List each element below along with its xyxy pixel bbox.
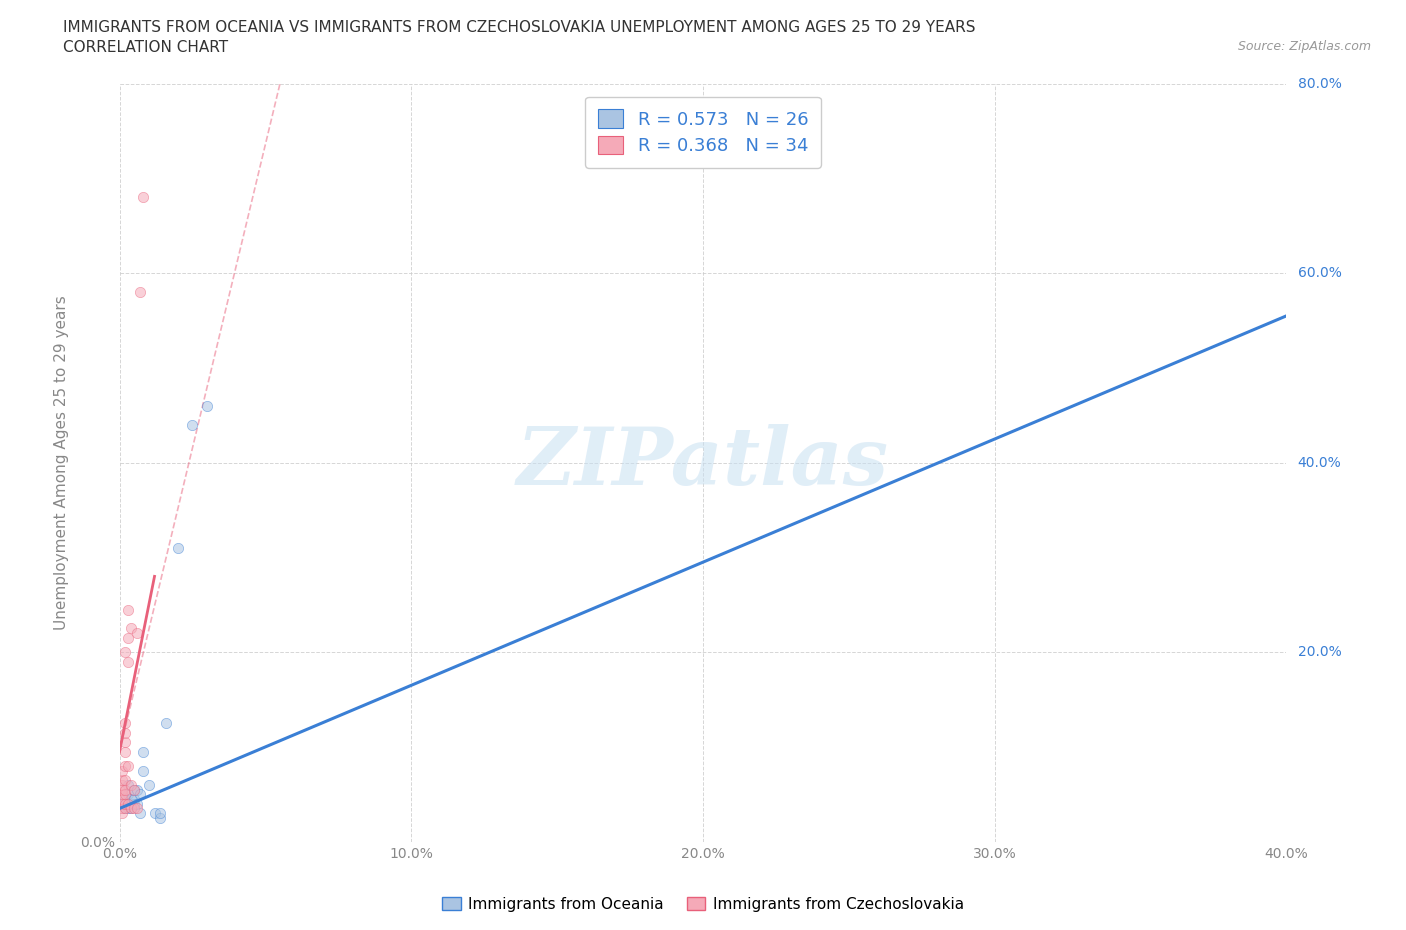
Text: Source: ZipAtlas.com: Source: ZipAtlas.com xyxy=(1237,40,1371,53)
Point xyxy=(117,796,139,811)
Point xyxy=(129,285,152,299)
Point xyxy=(125,796,148,811)
Point xyxy=(114,801,136,816)
Text: 20.0%: 20.0% xyxy=(1298,645,1341,659)
Point xyxy=(111,764,134,778)
Point xyxy=(125,626,148,641)
Legend: Immigrants from Oceania, Immigrants from Czechoslovakia: Immigrants from Oceania, Immigrants from… xyxy=(436,890,970,918)
Text: 40.0%: 40.0% xyxy=(1298,456,1341,470)
Point xyxy=(166,540,188,555)
Point xyxy=(129,805,152,820)
Point xyxy=(155,716,177,731)
Point xyxy=(120,801,142,816)
Point xyxy=(111,782,134,797)
Point xyxy=(132,764,155,778)
Point xyxy=(125,782,148,797)
Point xyxy=(149,811,172,826)
Point xyxy=(114,801,136,816)
Point xyxy=(117,796,139,811)
Point xyxy=(117,777,139,792)
Y-axis label: Unemployment Among Ages 25 to 29 years: Unemployment Among Ages 25 to 29 years xyxy=(53,296,69,630)
Point xyxy=(114,716,136,731)
Point xyxy=(114,744,136,759)
Point xyxy=(114,787,136,802)
Point xyxy=(111,777,134,792)
Point xyxy=(114,725,136,740)
Point xyxy=(111,773,134,788)
Point xyxy=(114,782,136,797)
Point xyxy=(111,796,134,811)
Point xyxy=(138,777,160,792)
Text: CORRELATION CHART: CORRELATION CHART xyxy=(63,40,228,55)
Point xyxy=(114,773,136,788)
Text: 60.0%: 60.0% xyxy=(1298,266,1341,280)
Point xyxy=(117,631,139,645)
Point xyxy=(114,796,136,811)
Point xyxy=(120,791,142,806)
Point xyxy=(122,782,145,797)
Point xyxy=(125,801,148,816)
Point xyxy=(143,805,166,820)
Point xyxy=(114,735,136,750)
Point xyxy=(149,805,172,820)
Point xyxy=(181,418,204,432)
Point xyxy=(122,782,145,797)
Point xyxy=(122,801,145,816)
Point xyxy=(122,791,145,806)
Point xyxy=(117,787,139,802)
Legend: R = 0.573   N = 26, R = 0.368   N = 34: R = 0.573 N = 26, R = 0.368 N = 34 xyxy=(585,97,821,167)
Text: ZIPatlas: ZIPatlas xyxy=(517,424,889,501)
Point xyxy=(111,801,134,816)
Point xyxy=(195,398,218,413)
Point xyxy=(111,787,134,802)
Point xyxy=(117,654,139,669)
Point xyxy=(120,801,142,816)
Point xyxy=(114,759,136,774)
Point xyxy=(111,805,134,820)
Point xyxy=(114,796,136,811)
Point xyxy=(114,791,136,806)
Text: 80.0%: 80.0% xyxy=(1298,76,1341,91)
Point xyxy=(122,796,145,811)
Text: IMMIGRANTS FROM OCEANIA VS IMMIGRANTS FROM CZECHOSLOVAKIA UNEMPLOYMENT AMONG AGE: IMMIGRANTS FROM OCEANIA VS IMMIGRANTS FR… xyxy=(63,20,976,35)
Point xyxy=(132,744,155,759)
Point xyxy=(114,644,136,659)
Point xyxy=(117,759,139,774)
Point xyxy=(111,791,134,806)
Point xyxy=(132,190,155,205)
Point xyxy=(129,787,152,802)
Point xyxy=(117,801,139,816)
Point xyxy=(117,602,139,617)
Point xyxy=(120,621,142,636)
Point xyxy=(120,777,142,792)
